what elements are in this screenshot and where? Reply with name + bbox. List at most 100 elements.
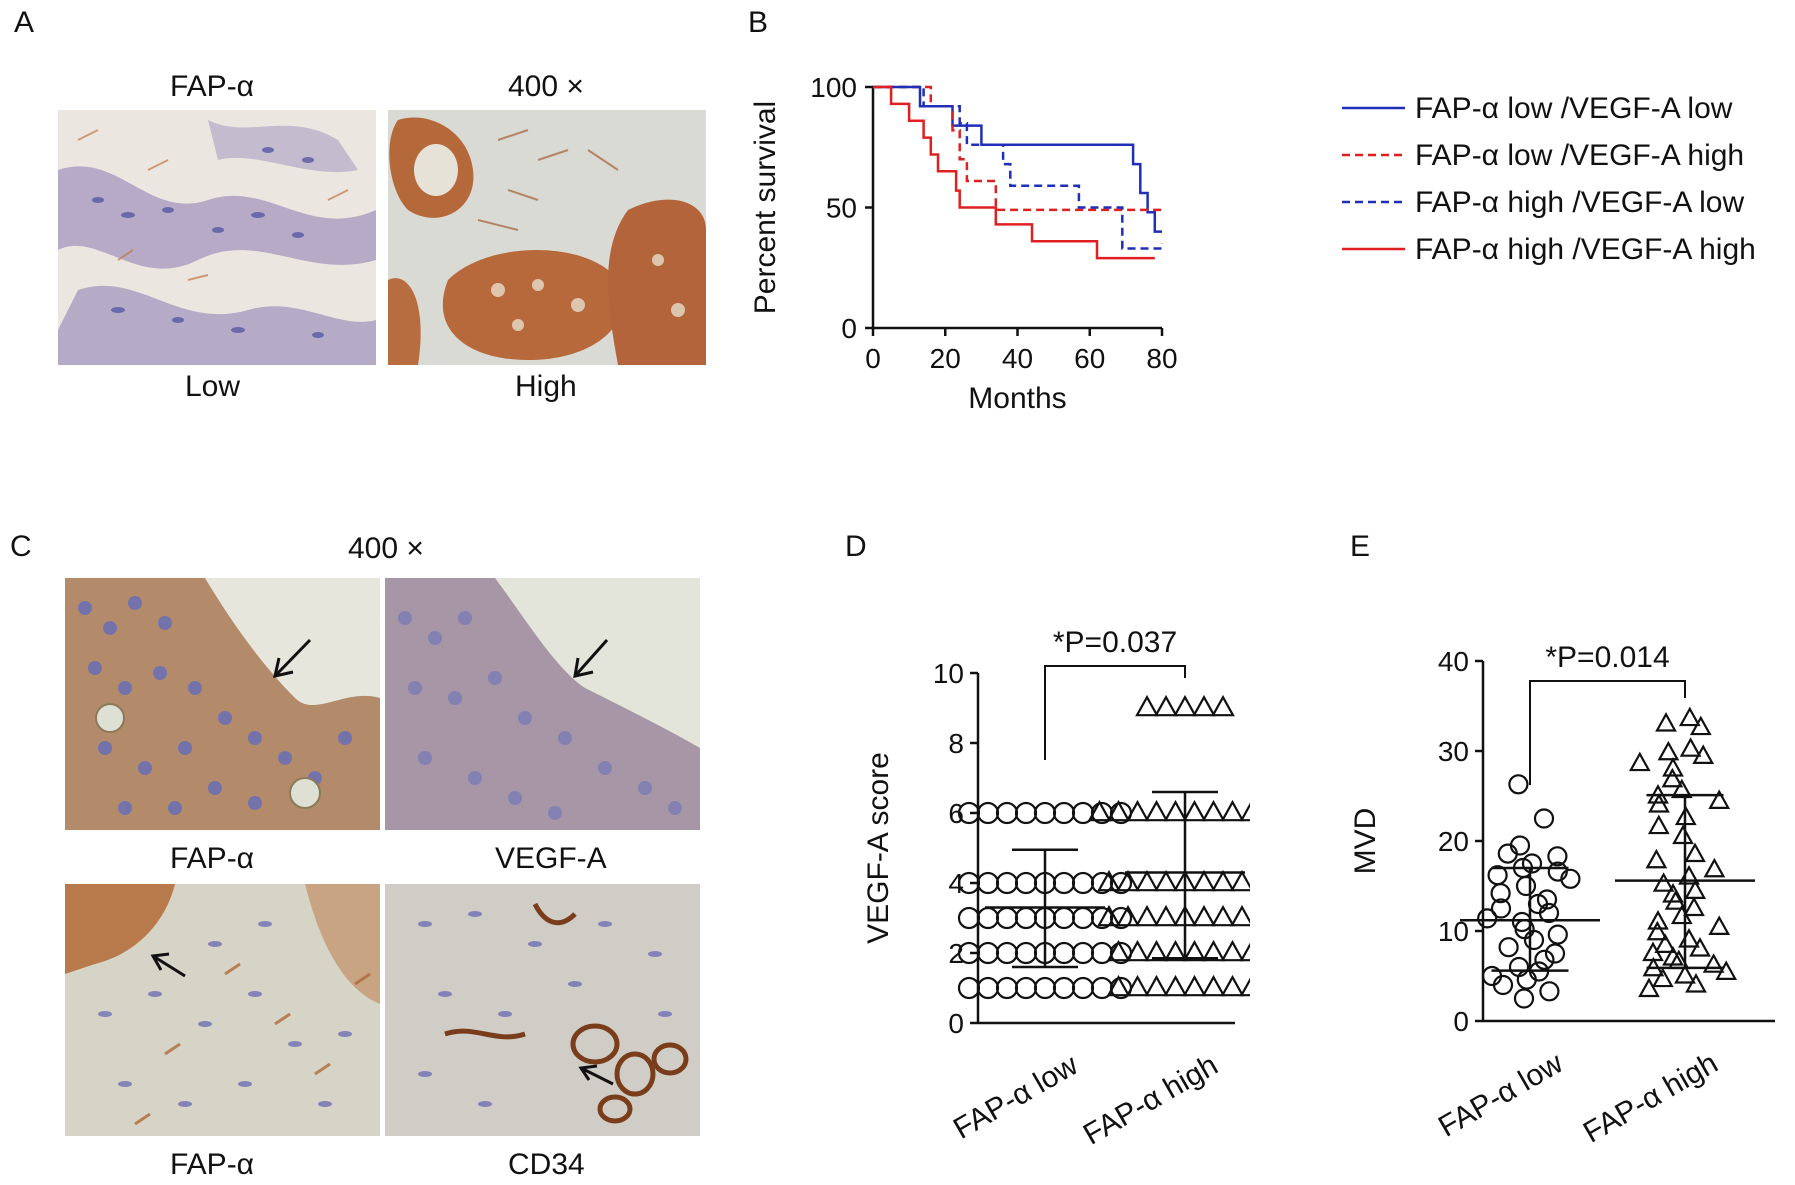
data-point bbox=[1144, 799, 1169, 822]
data-point bbox=[976, 976, 1000, 1000]
y-tick-label: 50 bbox=[826, 193, 857, 224]
data-point bbox=[1116, 869, 1140, 892]
group-2 bbox=[1615, 706, 1755, 998]
data-point bbox=[1523, 929, 1545, 951]
data-point bbox=[1678, 706, 1701, 727]
data-point bbox=[1135, 869, 1159, 892]
data-point bbox=[1560, 868, 1581, 889]
data-point bbox=[1683, 896, 1705, 917]
data-point bbox=[957, 976, 981, 1000]
panel-label-e: E bbox=[1350, 530, 1371, 563]
data-point bbox=[1513, 988, 1535, 1009]
data-point bbox=[1116, 904, 1140, 927]
panel-label-c: C bbox=[10, 530, 32, 563]
category-label: FAP-α low bbox=[948, 1048, 1084, 1145]
data-point bbox=[1230, 904, 1250, 927]
data-point bbox=[1182, 939, 1207, 962]
data-point bbox=[1201, 939, 1226, 962]
legend-label-3: FAP-α high /VEGF-A low bbox=[1415, 186, 1744, 219]
micrograph-c-cd34 bbox=[385, 884, 700, 1136]
p-value-annotation: *P=0.014 bbox=[1545, 641, 1669, 674]
data-point bbox=[1135, 694, 1159, 717]
panel-a-high-label: High bbox=[515, 370, 577, 403]
data-point bbox=[1672, 824, 1694, 845]
data-point bbox=[1674, 964, 1696, 984]
data-point bbox=[1715, 960, 1738, 980]
data-point bbox=[1052, 801, 1076, 825]
micrograph-fap-low bbox=[58, 110, 376, 365]
panel-a-top-left-label: FAP-α bbox=[170, 70, 255, 103]
panel-c-label-fap-bottom: FAP-α bbox=[170, 1148, 255, 1181]
survival-line-3 bbox=[873, 85, 1164, 250]
data-point bbox=[995, 941, 1019, 965]
data-point bbox=[1679, 737, 1702, 757]
data-point bbox=[1014, 801, 1038, 825]
data-point bbox=[1014, 941, 1038, 965]
data-point bbox=[1703, 857, 1726, 878]
panel-label-b: B bbox=[748, 6, 769, 39]
data-point bbox=[1689, 937, 1711, 957]
category-label: FAP-α high bbox=[1578, 1046, 1724, 1149]
data-point bbox=[976, 801, 1000, 825]
data-point bbox=[1708, 915, 1731, 935]
data-point bbox=[1239, 802, 1250, 822]
data-point bbox=[1670, 778, 1693, 799]
panel-a-low-label: Low bbox=[185, 370, 241, 403]
data-point bbox=[1033, 976, 1057, 1000]
survival-chart: 0 20 40 60 80 0 50 100 Months Percent survival FA… bbox=[749, 72, 1756, 415]
y-tick-label: 8 bbox=[948, 728, 964, 759]
data-point bbox=[1692, 744, 1715, 764]
data-point bbox=[1052, 871, 1076, 895]
data-point bbox=[1106, 939, 1131, 962]
data-point bbox=[1628, 751, 1651, 772]
data-point bbox=[995, 976, 1019, 1000]
data-point bbox=[1490, 898, 1512, 919]
data-point bbox=[1534, 949, 1555, 970]
data-point bbox=[1125, 939, 1150, 962]
survival-line-4 bbox=[873, 85, 1155, 260]
y-tick-label: 10 bbox=[933, 658, 964, 689]
data-point bbox=[1106, 974, 1131, 997]
data-point bbox=[1655, 712, 1677, 732]
data-point bbox=[1125, 974, 1150, 997]
group-1 bbox=[957, 801, 1133, 1000]
panel-label-a: A bbox=[14, 6, 35, 39]
data-point bbox=[1109, 906, 1133, 930]
survival-line-2 bbox=[873, 85, 1162, 212]
legend-label-1: FAP-α low /VEGF-A low bbox=[1415, 92, 1733, 125]
data-point bbox=[1052, 941, 1076, 965]
data-point bbox=[1014, 976, 1038, 1000]
panel-c-magnification: 400 × bbox=[348, 532, 424, 565]
y-tick-label: 40 bbox=[1438, 646, 1469, 677]
data-point bbox=[1654, 933, 1677, 953]
data-point bbox=[1664, 890, 1687, 910]
y-tick-label: 2 bbox=[948, 938, 964, 969]
panel-c-label-cd34: CD34 bbox=[508, 1148, 585, 1181]
data-point bbox=[1490, 883, 1511, 904]
data-point bbox=[1052, 976, 1076, 1000]
data-point bbox=[1239, 942, 1250, 962]
data-point bbox=[1648, 793, 1670, 813]
data-point bbox=[1201, 974, 1226, 997]
data-point bbox=[1647, 814, 1670, 835]
y-axis-title: MVD bbox=[1349, 808, 1382, 875]
data-point bbox=[1109, 871, 1133, 895]
micrograph-c-vegfa bbox=[385, 578, 700, 830]
data-point bbox=[1163, 974, 1188, 997]
y-tick-label: 0 bbox=[948, 1008, 964, 1039]
data-point bbox=[957, 906, 981, 930]
data-point bbox=[1014, 871, 1038, 895]
x-tick-label: 20 bbox=[930, 343, 961, 374]
data-point bbox=[1052, 906, 1076, 930]
data-point bbox=[1684, 879, 1707, 899]
x-tick-label: 60 bbox=[1074, 343, 1105, 374]
y-tick-label: 4 bbox=[948, 868, 964, 899]
data-point bbox=[1647, 910, 1669, 930]
data-point bbox=[1192, 904, 1216, 927]
data-point bbox=[1087, 799, 1112, 822]
data-point bbox=[1515, 875, 1537, 897]
micrograph-fap-high bbox=[388, 110, 706, 365]
data-point bbox=[1220, 974, 1245, 997]
data-point bbox=[995, 801, 1019, 825]
